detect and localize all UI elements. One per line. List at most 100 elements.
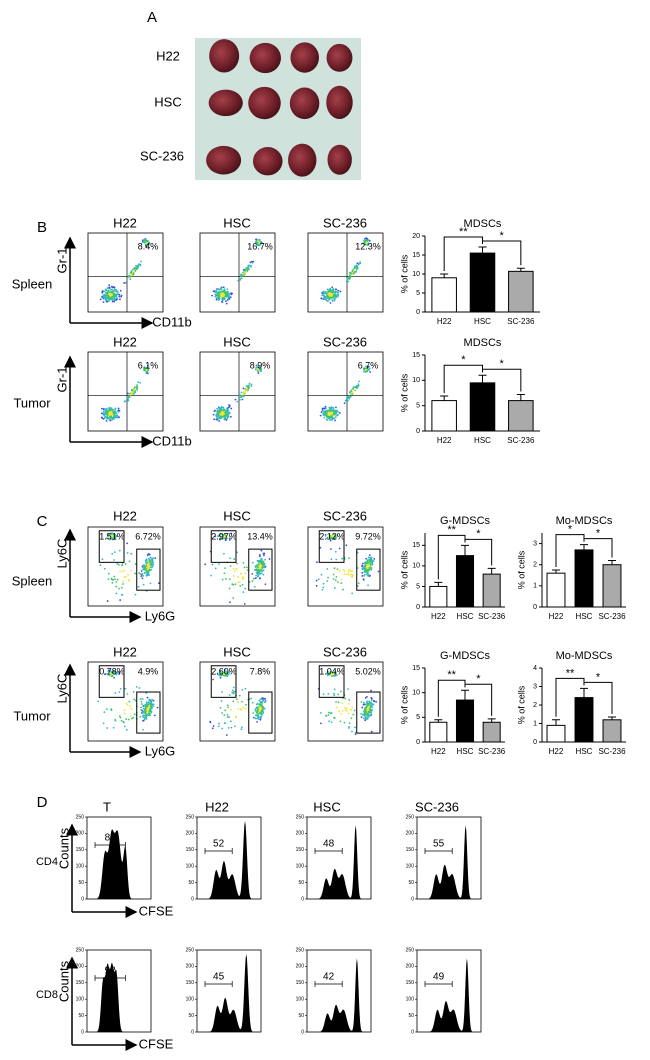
cell-dot bbox=[331, 410, 333, 412]
cell-dot bbox=[140, 706, 142, 708]
error-bar bbox=[479, 375, 487, 383]
cell-dot bbox=[130, 553, 132, 555]
cell-dot bbox=[245, 708, 247, 710]
cell-dot bbox=[255, 718, 257, 720]
cell-dot bbox=[225, 578, 227, 580]
cell-dot bbox=[103, 301, 105, 303]
y-axis-label: Ly6C bbox=[54, 539, 69, 569]
y-tick-label: 50 bbox=[298, 880, 304, 886]
cell-dot bbox=[144, 708, 146, 710]
y-tick-label: 5 bbox=[416, 403, 420, 410]
column-header: HSC bbox=[223, 508, 250, 523]
y-tick-label: 4 bbox=[533, 665, 537, 672]
cell-dot bbox=[222, 579, 224, 581]
cell-dot bbox=[216, 297, 218, 299]
cell-dot bbox=[239, 585, 241, 587]
cell-dot bbox=[223, 714, 225, 716]
y-tick-label: 15 bbox=[412, 665, 420, 672]
x-tick-label: SC-236 bbox=[507, 317, 535, 326]
cell-dot bbox=[260, 698, 262, 700]
histogram bbox=[307, 958, 371, 1032]
cell-dot bbox=[257, 576, 259, 578]
cell-dot bbox=[204, 563, 206, 565]
cell-dot bbox=[106, 415, 108, 417]
chart-title: MDSCs bbox=[464, 218, 502, 230]
cell-dot bbox=[372, 560, 374, 562]
cell-dot bbox=[342, 589, 344, 591]
cell-dot bbox=[244, 588, 246, 590]
error-bar bbox=[479, 247, 487, 253]
cell-dot bbox=[221, 712, 223, 714]
cell-dot bbox=[119, 599, 121, 601]
y-axis-label: % of cells bbox=[399, 254, 409, 293]
cell-dot bbox=[373, 558, 375, 560]
cell-dot bbox=[366, 565, 368, 567]
cell-dot bbox=[262, 563, 264, 565]
cell-dot bbox=[233, 568, 235, 570]
cell-dot bbox=[120, 688, 122, 690]
cell-dot bbox=[114, 576, 116, 578]
x-tick-label: HSC bbox=[457, 747, 474, 756]
cell-dot bbox=[241, 392, 243, 394]
cell-dot bbox=[340, 690, 342, 692]
cell-dot bbox=[129, 278, 131, 280]
cell-dot bbox=[211, 295, 213, 297]
cell-dot bbox=[133, 699, 135, 701]
significance-label: ** bbox=[566, 667, 575, 679]
cell-dot bbox=[235, 583, 237, 585]
error-bar bbox=[552, 720, 560, 726]
cell-dot bbox=[358, 582, 360, 584]
bar bbox=[483, 574, 500, 607]
y-tick-label: 20 bbox=[412, 233, 420, 240]
cell-dot bbox=[325, 291, 327, 293]
cell-dot bbox=[214, 291, 216, 293]
cell-dot bbox=[363, 578, 365, 580]
cell-dot bbox=[370, 715, 372, 717]
y-tick-label: 100 bbox=[186, 997, 195, 1003]
cell-dot bbox=[241, 689, 243, 691]
cell-dot bbox=[103, 410, 105, 412]
y-tick-label: 0 bbox=[416, 604, 420, 611]
cell-dot bbox=[234, 571, 236, 573]
chart-title: Mo-MDSCs bbox=[556, 515, 613, 527]
cell-dot bbox=[322, 589, 324, 591]
cell-dot bbox=[257, 574, 259, 576]
cell-dot bbox=[113, 727, 115, 729]
cell-dot bbox=[122, 581, 124, 583]
cell-dot bbox=[216, 414, 218, 416]
cell-dot bbox=[113, 291, 115, 293]
y-tick-label: 10 bbox=[412, 377, 420, 384]
cell-dot bbox=[354, 388, 356, 390]
bar bbox=[509, 271, 534, 312]
cell-dot bbox=[250, 266, 252, 268]
y-tick-label: 100 bbox=[296, 997, 305, 1003]
cell-dot bbox=[120, 296, 122, 298]
cell-dot bbox=[356, 262, 358, 264]
column-header: H22 bbox=[113, 508, 137, 523]
cell-dot bbox=[245, 572, 247, 574]
cell-dot bbox=[369, 554, 371, 556]
cell-dot bbox=[137, 381, 139, 383]
cell-dot bbox=[122, 563, 124, 565]
cell-dot bbox=[218, 563, 220, 565]
cell-dot bbox=[145, 718, 147, 720]
cell-dot bbox=[214, 296, 216, 298]
cell-dot bbox=[142, 566, 144, 568]
cell-dot bbox=[234, 691, 236, 693]
cell-dot bbox=[119, 715, 121, 717]
cell-dot bbox=[260, 719, 262, 721]
cell-dot bbox=[335, 701, 337, 703]
cell-dot bbox=[111, 582, 113, 584]
cell-dot bbox=[229, 405, 231, 407]
cell-dot bbox=[256, 704, 258, 706]
cell-dot bbox=[352, 714, 354, 716]
histogram bbox=[87, 829, 151, 899]
cell-dot bbox=[111, 553, 113, 555]
cell-dot bbox=[350, 574, 352, 576]
y-tick-label: 100 bbox=[406, 864, 415, 870]
cell-dot bbox=[235, 399, 237, 401]
cell-dot bbox=[337, 290, 339, 292]
y-axis-label: % of cells bbox=[399, 550, 409, 589]
cell-dot bbox=[105, 413, 107, 415]
significance-label: * bbox=[500, 358, 505, 370]
